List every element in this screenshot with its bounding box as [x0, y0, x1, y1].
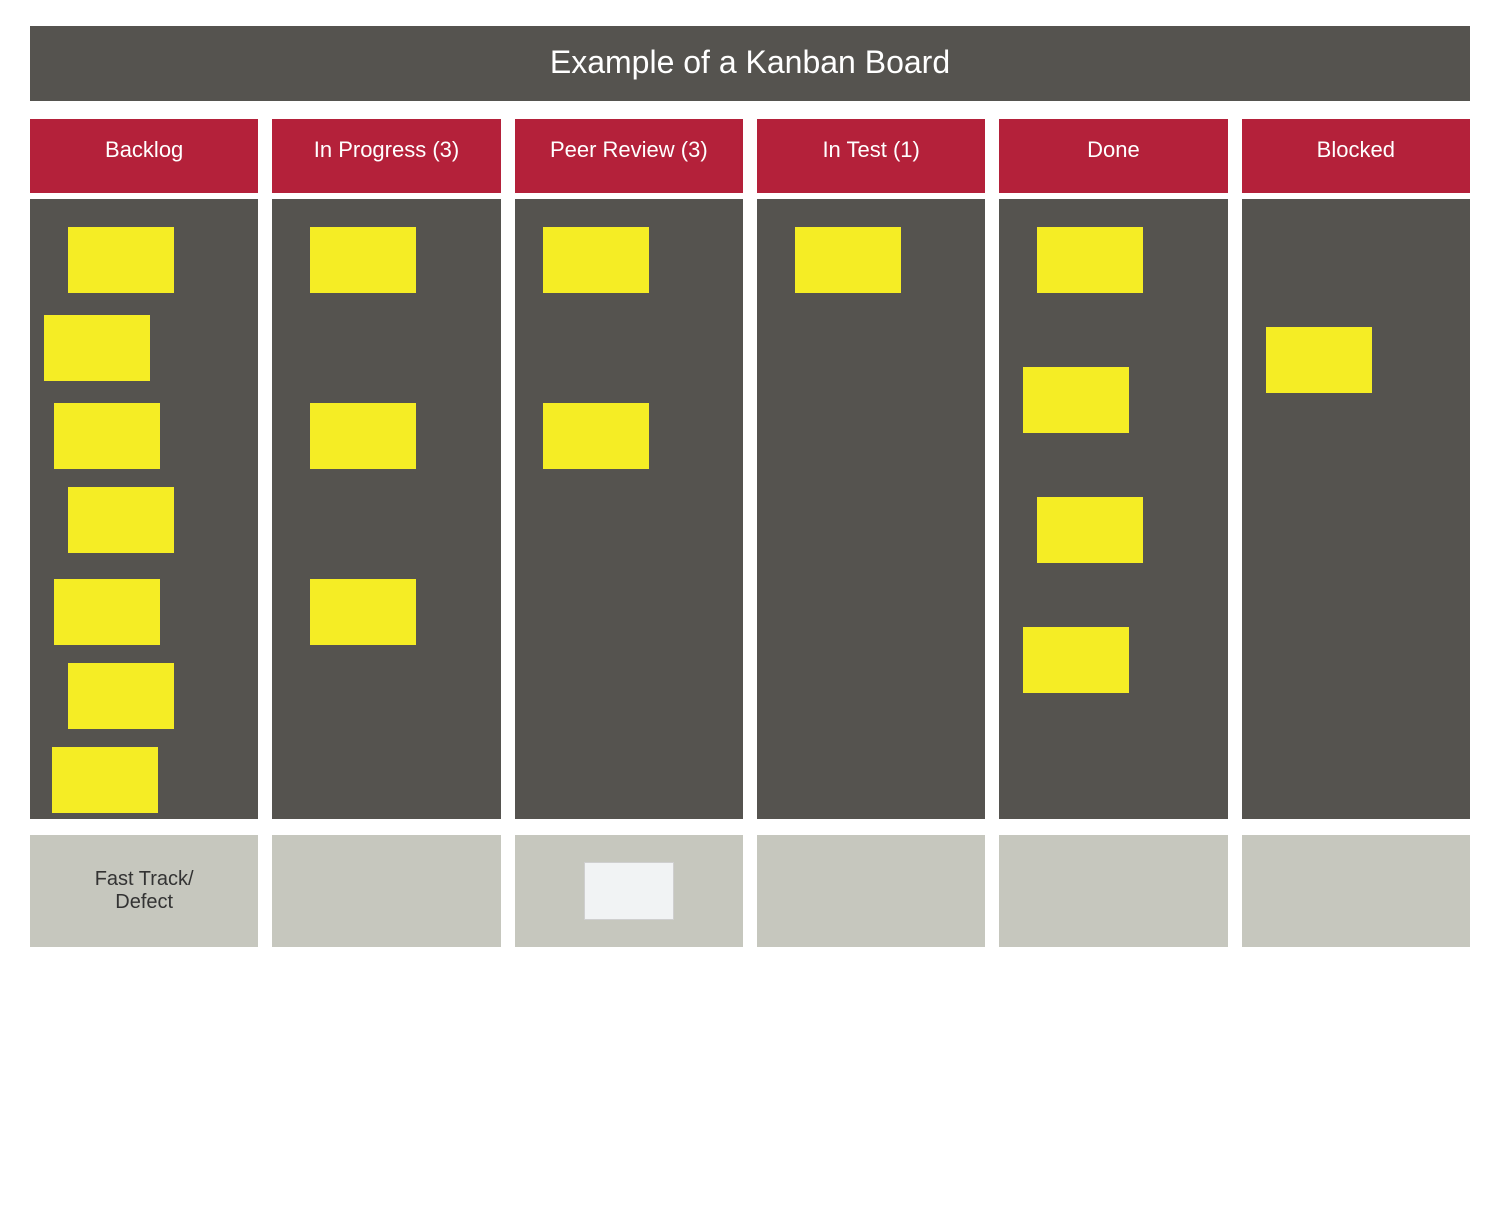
kanban-card[interactable] — [310, 403, 416, 469]
column-in-test: In Test (1) — [757, 119, 985, 819]
fast-track-row: Fast Track/ Defect — [30, 835, 1470, 947]
footer-cell-done[interactable] — [999, 835, 1227, 947]
footer-cell-backlog[interactable]: Fast Track/ Defect — [30, 835, 258, 947]
column-header-in-progress[interactable]: In Progress (3) — [272, 119, 500, 193]
kanban-card[interactable] — [1023, 627, 1129, 693]
footer-cell-blocked[interactable] — [1242, 835, 1470, 947]
board-title: Example of a Kanban Board — [30, 26, 1470, 101]
kanban-card[interactable] — [310, 579, 416, 645]
kanban-card[interactable] — [1023, 367, 1129, 433]
footer-label: Fast Track/ Defect — [95, 868, 194, 914]
kanban-card[interactable] — [44, 315, 150, 381]
footer-cell-in-progress[interactable] — [272, 835, 500, 947]
kanban-card[interactable] — [1266, 327, 1372, 393]
column-header-backlog[interactable]: Backlog — [30, 119, 258, 193]
kanban-card[interactable] — [310, 227, 416, 293]
kanban-card[interactable] — [68, 227, 174, 293]
kanban-columns: BacklogIn Progress (3)Peer Review (3)In … — [30, 119, 1470, 819]
footer-cell-in-test[interactable] — [757, 835, 985, 947]
kanban-card[interactable] — [1037, 227, 1143, 293]
column-body-peer-review[interactable] — [515, 199, 743, 819]
column-backlog: Backlog — [30, 119, 258, 819]
column-header-in-test[interactable]: In Test (1) — [757, 119, 985, 193]
kanban-card[interactable] — [543, 227, 649, 293]
footer-cell-peer-review[interactable] — [515, 835, 743, 947]
column-blocked: Blocked — [1242, 119, 1470, 819]
kanban-card[interactable] — [1037, 497, 1143, 563]
column-body-backlog[interactable] — [30, 199, 258, 819]
column-header-done[interactable]: Done — [999, 119, 1227, 193]
kanban-card[interactable] — [54, 579, 160, 645]
column-done: Done — [999, 119, 1227, 819]
column-body-blocked[interactable] — [1242, 199, 1470, 819]
kanban-card[interactable] — [54, 403, 160, 469]
column-peer-review: Peer Review (3) — [515, 119, 743, 819]
column-header-blocked[interactable]: Blocked — [1242, 119, 1470, 193]
column-body-in-test[interactable] — [757, 199, 985, 819]
column-header-peer-review[interactable]: Peer Review (3) — [515, 119, 743, 193]
column-body-in-progress[interactable] — [272, 199, 500, 819]
kanban-card[interactable] — [68, 663, 174, 729]
column-in-progress: In Progress (3) — [272, 119, 500, 819]
column-body-done[interactable] — [999, 199, 1227, 819]
kanban-card[interactable] — [52, 747, 158, 813]
kanban-card[interactable] — [543, 403, 649, 469]
kanban-card[interactable] — [795, 227, 901, 293]
fast-track-card[interactable] — [584, 862, 674, 920]
kanban-card[interactable] — [68, 487, 174, 553]
